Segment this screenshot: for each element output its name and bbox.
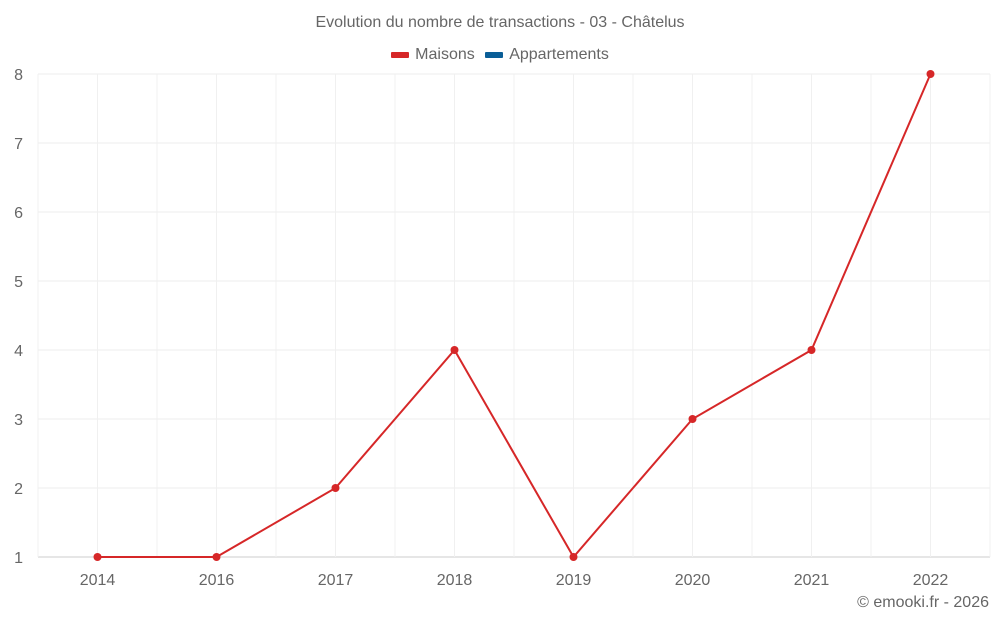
- legend-label-maisons: Maisons: [415, 46, 475, 63]
- credit-text: © emooki.fr - 2026: [857, 594, 989, 611]
- data-point: [331, 484, 340, 492]
- y-tick-label: 4: [14, 343, 23, 360]
- data-point: [450, 346, 459, 354]
- legend-swatch-appartements: [485, 52, 504, 58]
- series-line-maisons: [97, 73, 932, 559]
- legend: Maisons Appartements: [0, 45, 1000, 64]
- y-tick-label: 2: [14, 481, 23, 498]
- y-tick-label: 6: [14, 205, 23, 222]
- y-tick-label: 8: [14, 67, 23, 84]
- x-tick-label: 2022: [913, 572, 949, 589]
- data-point: [688, 415, 697, 423]
- x-tick-label: 2018: [437, 572, 473, 589]
- data-point: [93, 553, 102, 561]
- data-point: [807, 346, 816, 354]
- legend-item-maisons[interactable]: Maisons: [391, 46, 475, 64]
- chart-title: Evolution du nombre de transactions - 03…: [315, 14, 685, 31]
- x-tick-label: 2017: [318, 572, 354, 589]
- y-tick-label: 1: [14, 550, 23, 567]
- x-tick-label: 2019: [556, 572, 592, 589]
- data-point: [926, 70, 935, 78]
- legend-item-appartements[interactable]: Appartements: [485, 46, 609, 64]
- legend-swatch-maisons: [391, 52, 410, 58]
- data-point: [212, 553, 221, 561]
- y-tick-label: 7: [14, 136, 23, 153]
- x-tick-label: 2014: [80, 572, 116, 589]
- y-tick-label: 3: [14, 412, 23, 429]
- x-tick-label: 2020: [675, 572, 711, 589]
- x-tick-label: 2016: [199, 572, 235, 589]
- data-point: [569, 553, 578, 561]
- x-tick-label: 2021: [794, 572, 830, 589]
- y-tick-label: 5: [14, 274, 23, 291]
- legend-label-appartements: Appartements: [509, 46, 609, 63]
